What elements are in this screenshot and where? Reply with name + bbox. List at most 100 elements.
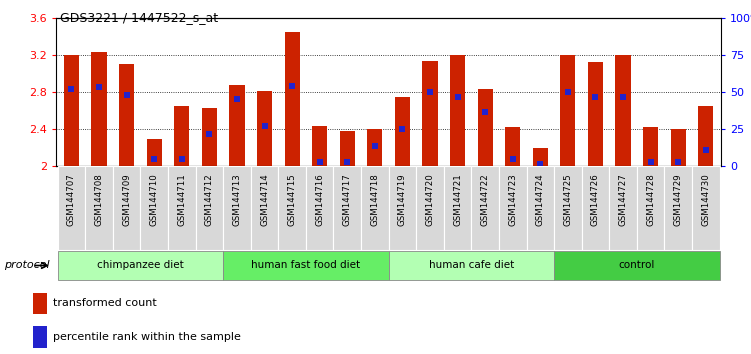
Bar bbox=[643, 127, 658, 166]
Bar bbox=[202, 108, 217, 166]
Point bbox=[562, 89, 574, 95]
Bar bbox=[229, 85, 245, 166]
FancyBboxPatch shape bbox=[58, 251, 223, 280]
FancyBboxPatch shape bbox=[692, 166, 719, 250]
Bar bbox=[146, 138, 161, 166]
Text: GSM144709: GSM144709 bbox=[122, 173, 131, 225]
Bar bbox=[257, 91, 272, 166]
Bar bbox=[64, 55, 79, 166]
FancyBboxPatch shape bbox=[251, 166, 279, 250]
Text: human cafe diet: human cafe diet bbox=[429, 260, 514, 270]
Text: GSM144712: GSM144712 bbox=[205, 173, 214, 226]
Text: GSM144721: GSM144721 bbox=[453, 173, 462, 226]
FancyBboxPatch shape bbox=[361, 166, 389, 250]
Point bbox=[534, 161, 546, 166]
FancyBboxPatch shape bbox=[306, 166, 333, 250]
Bar bbox=[174, 106, 189, 166]
Point bbox=[590, 94, 602, 99]
Bar bbox=[616, 55, 631, 166]
Bar bbox=[339, 131, 355, 166]
Bar bbox=[367, 129, 382, 166]
FancyBboxPatch shape bbox=[223, 166, 251, 250]
Bar bbox=[532, 148, 548, 166]
FancyBboxPatch shape bbox=[416, 166, 444, 250]
Point bbox=[286, 83, 298, 88]
Text: GSM144720: GSM144720 bbox=[426, 173, 435, 226]
Bar bbox=[450, 55, 465, 166]
Bar bbox=[698, 106, 713, 166]
Text: GSM144727: GSM144727 bbox=[619, 173, 628, 226]
Bar bbox=[285, 32, 300, 166]
Bar bbox=[422, 61, 438, 166]
Point bbox=[121, 92, 133, 98]
Text: GSM144725: GSM144725 bbox=[563, 173, 572, 226]
FancyBboxPatch shape bbox=[472, 166, 499, 250]
Point bbox=[479, 110, 491, 115]
Point bbox=[424, 89, 436, 95]
Point bbox=[644, 159, 656, 165]
FancyBboxPatch shape bbox=[637, 166, 665, 250]
Point bbox=[507, 156, 519, 162]
Text: GSM144707: GSM144707 bbox=[67, 173, 76, 226]
Text: GSM144730: GSM144730 bbox=[701, 173, 710, 226]
FancyBboxPatch shape bbox=[279, 166, 306, 250]
Text: GSM144717: GSM144717 bbox=[342, 173, 351, 226]
FancyBboxPatch shape bbox=[582, 166, 609, 250]
FancyBboxPatch shape bbox=[168, 166, 195, 250]
Bar bbox=[588, 62, 603, 166]
Bar bbox=[119, 64, 134, 166]
Point bbox=[314, 159, 326, 165]
Bar bbox=[671, 129, 686, 166]
Text: control: control bbox=[619, 260, 655, 270]
Bar bbox=[92, 52, 107, 166]
FancyBboxPatch shape bbox=[333, 166, 361, 250]
Point bbox=[341, 159, 353, 165]
Point bbox=[451, 94, 463, 99]
Text: GSM144708: GSM144708 bbox=[95, 173, 104, 226]
FancyBboxPatch shape bbox=[140, 166, 168, 250]
Point bbox=[176, 156, 188, 162]
Text: GSM144716: GSM144716 bbox=[315, 173, 324, 226]
Point bbox=[258, 124, 270, 129]
FancyBboxPatch shape bbox=[195, 166, 223, 250]
Text: human fast food diet: human fast food diet bbox=[252, 260, 360, 270]
FancyBboxPatch shape bbox=[223, 251, 389, 280]
Bar bbox=[34, 293, 47, 314]
Text: GSM144726: GSM144726 bbox=[591, 173, 600, 226]
Point bbox=[617, 94, 629, 99]
Text: GSM144714: GSM144714 bbox=[260, 173, 269, 226]
Text: GSM144723: GSM144723 bbox=[508, 173, 517, 226]
Text: protocol: protocol bbox=[4, 260, 50, 270]
FancyBboxPatch shape bbox=[86, 166, 113, 250]
Point bbox=[672, 159, 684, 165]
Point bbox=[700, 147, 712, 153]
Text: GSM144729: GSM144729 bbox=[674, 173, 683, 225]
FancyBboxPatch shape bbox=[526, 166, 554, 250]
Point bbox=[204, 131, 216, 137]
FancyBboxPatch shape bbox=[665, 166, 692, 250]
FancyBboxPatch shape bbox=[444, 166, 472, 250]
Bar bbox=[505, 127, 520, 166]
Text: GSM144724: GSM144724 bbox=[535, 173, 544, 226]
FancyBboxPatch shape bbox=[389, 166, 416, 250]
Bar bbox=[34, 326, 47, 348]
Text: GSM144713: GSM144713 bbox=[233, 173, 242, 226]
Bar bbox=[560, 55, 575, 166]
FancyBboxPatch shape bbox=[499, 166, 526, 250]
Text: GSM144722: GSM144722 bbox=[481, 173, 490, 226]
Text: GSM144711: GSM144711 bbox=[177, 173, 186, 226]
Text: GSM144719: GSM144719 bbox=[398, 173, 407, 225]
FancyBboxPatch shape bbox=[58, 166, 86, 250]
Point bbox=[93, 85, 105, 90]
FancyBboxPatch shape bbox=[554, 166, 582, 250]
FancyBboxPatch shape bbox=[554, 251, 719, 280]
Text: percentile rank within the sample: percentile rank within the sample bbox=[53, 331, 241, 342]
Text: GDS3221 / 1447522_s_at: GDS3221 / 1447522_s_at bbox=[60, 11, 219, 24]
Point bbox=[397, 126, 409, 132]
Text: chimpanzee diet: chimpanzee diet bbox=[97, 260, 184, 270]
FancyBboxPatch shape bbox=[113, 166, 140, 250]
Bar bbox=[478, 89, 493, 166]
Text: GSM144710: GSM144710 bbox=[149, 173, 158, 226]
Point bbox=[65, 86, 77, 92]
Text: transformed count: transformed count bbox=[53, 298, 157, 308]
